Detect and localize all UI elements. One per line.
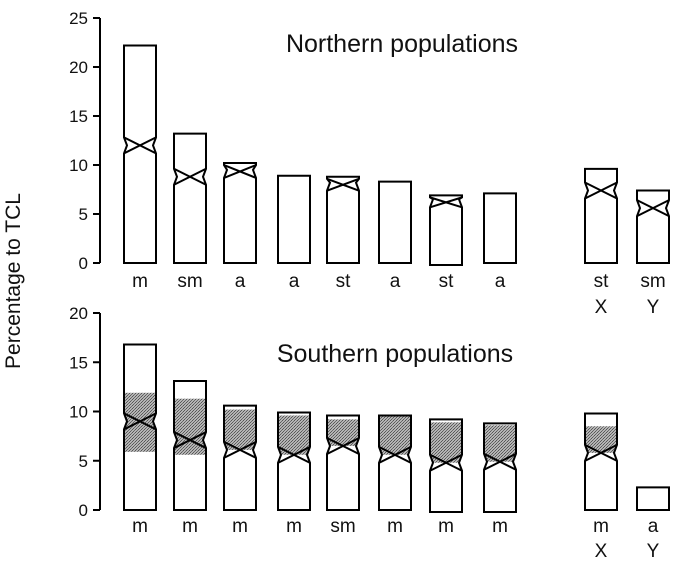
heterochromatin-block <box>585 426 617 453</box>
chromosome-bar <box>429 418 463 513</box>
northern-populations-panel: 0 5 10 15 20 25 Northern populations m sm a a st a st… <box>69 9 670 318</box>
chromosome-type-label: a <box>235 271 246 292</box>
chromosome-type-label: sm <box>177 271 202 292</box>
heterochromatin-block <box>278 415 310 455</box>
chromosome-bar <box>173 379 207 511</box>
chromosome-type-label: sm <box>330 516 355 537</box>
y-tick-label: 20 <box>69 304 88 323</box>
centromere-mark <box>123 136 157 155</box>
y-tick-label: 5 <box>79 205 88 224</box>
chromosome-bar <box>277 174 311 264</box>
y-tick-label: 0 <box>79 254 88 273</box>
centromere-mark <box>636 199 670 218</box>
y-tick-label: 25 <box>69 9 88 28</box>
y-tick-label: 15 <box>69 353 88 372</box>
chromosome-type-label: m <box>387 516 403 537</box>
centromere-mark <box>277 445 311 464</box>
y-tick-label: 20 <box>69 58 88 77</box>
sex-chromosome-label: Y <box>647 297 660 318</box>
chromosome-type-label: a <box>390 271 401 292</box>
chromosome-type-label: m <box>438 516 454 537</box>
chromosome-bar <box>584 412 618 511</box>
chromosome-type-label: m <box>286 516 302 537</box>
centromere-mark <box>173 167 207 186</box>
centromere-mark <box>123 412 157 431</box>
chromosome-bar <box>378 180 412 264</box>
chromosome-type-label: a <box>289 271 300 292</box>
centromere-mark <box>429 196 463 209</box>
centromere-mark <box>326 177 360 192</box>
chromosome-bar <box>483 192 517 264</box>
sex-chromosome-label: X <box>595 541 608 562</box>
centromere-mark <box>326 437 360 455</box>
chromosome-type-label: m <box>132 271 148 292</box>
y-tick-label: 10 <box>69 403 88 422</box>
panel-title: Southern populations <box>277 340 513 368</box>
chromosome-type-label: a <box>495 271 506 292</box>
centromere-mark <box>483 452 517 471</box>
chromosome-bar <box>378 414 412 511</box>
centromere-mark <box>223 441 257 459</box>
chromosome-bar <box>173 132 207 264</box>
chromosome-bar <box>483 422 517 513</box>
y-tick-label: 10 <box>69 156 88 175</box>
chromosome-type-label: st <box>336 271 352 292</box>
chromosome-type-label: m <box>132 516 148 537</box>
chromosome-type-label: a <box>648 516 659 537</box>
chromosome-type-label: st <box>594 271 610 292</box>
centromere-mark <box>378 445 412 464</box>
chromosome-bar <box>277 411 311 511</box>
chromosome-bar <box>123 343 157 511</box>
chromosome-type-label: m <box>182 516 198 537</box>
centromere-mark <box>173 431 207 449</box>
y-tick-label: 15 <box>69 107 88 126</box>
chromosome-type-label: sm <box>640 271 665 292</box>
chromosome-bar <box>636 189 670 264</box>
centromere-mark <box>584 443 618 462</box>
sex-chromosome-label: Y <box>647 541 660 562</box>
centromere-mark <box>584 181 618 200</box>
chromosome-bar <box>223 162 257 264</box>
chromosome-type-label: m <box>593 516 609 537</box>
sex-chromosome-label: X <box>595 297 608 318</box>
chromosome-type-label: m <box>492 516 508 537</box>
centromere-mark <box>429 453 463 472</box>
panel-title: Northern populations <box>286 30 518 58</box>
chromosome-bar <box>223 404 257 511</box>
chromosome-bar <box>326 175 360 264</box>
heterochromatin-block <box>327 419 359 446</box>
y-tick-label: 5 <box>79 452 88 471</box>
heterochromatin-block <box>224 409 256 450</box>
heterochromatin-block <box>430 422 462 463</box>
y-axis-title: Percentage to TCL <box>2 193 25 369</box>
chromosome-type-label: m <box>232 516 248 537</box>
chromosome-bar <box>123 44 157 264</box>
y-tick-label: 0 <box>79 501 88 520</box>
chromosome-type-label: st <box>439 271 455 292</box>
chromosome-bar <box>326 414 360 511</box>
centromere-mark <box>223 164 257 179</box>
chromosome-bar <box>584 167 618 264</box>
chromosome-bar <box>636 486 670 511</box>
